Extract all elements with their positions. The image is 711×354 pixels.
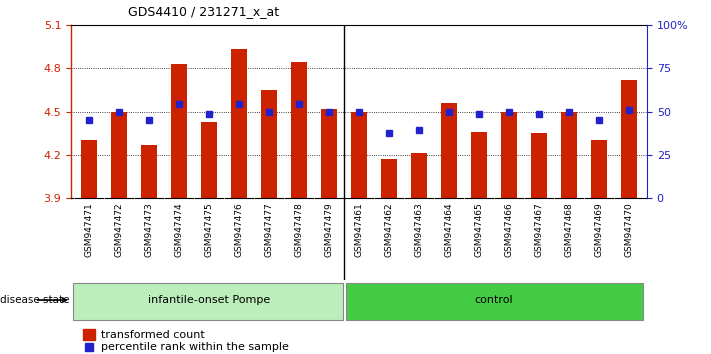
- Text: GSM947462: GSM947462: [385, 202, 394, 257]
- Text: GSM947472: GSM947472: [114, 202, 124, 257]
- Bar: [171, 64, 187, 198]
- Text: GSM947476: GSM947476: [235, 202, 244, 257]
- Text: infantile-onset Pompe: infantile-onset Pompe: [148, 295, 270, 305]
- Bar: [231, 49, 247, 198]
- Text: GSM947474: GSM947474: [175, 202, 183, 257]
- Bar: [351, 112, 368, 198]
- Text: disease state: disease state: [0, 295, 70, 305]
- Bar: [291, 62, 307, 198]
- FancyBboxPatch shape: [346, 282, 643, 320]
- Text: GSM947465: GSM947465: [474, 202, 483, 257]
- Bar: [261, 90, 277, 198]
- Text: GSM947471: GSM947471: [85, 202, 94, 257]
- Text: GSM947466: GSM947466: [505, 202, 513, 257]
- FancyBboxPatch shape: [73, 282, 343, 320]
- Text: GSM947463: GSM947463: [415, 202, 424, 257]
- Text: control: control: [475, 295, 513, 305]
- Text: GSM947470: GSM947470: [624, 202, 634, 257]
- Text: GSM947475: GSM947475: [205, 202, 213, 257]
- Text: GSM947473: GSM947473: [144, 202, 154, 257]
- Bar: [411, 153, 427, 198]
- Bar: [141, 145, 157, 198]
- Text: GSM947461: GSM947461: [355, 202, 363, 257]
- Text: GSM947477: GSM947477: [264, 202, 274, 257]
- Text: GDS4410 / 231271_x_at: GDS4410 / 231271_x_at: [128, 5, 279, 18]
- Bar: [82, 329, 95, 340]
- Bar: [561, 112, 577, 198]
- Text: GSM947467: GSM947467: [535, 202, 543, 257]
- Text: GSM947468: GSM947468: [565, 202, 574, 257]
- Text: transformed count: transformed count: [101, 330, 205, 340]
- Bar: [591, 141, 607, 198]
- Bar: [201, 122, 218, 198]
- Bar: [621, 80, 637, 198]
- Text: GSM947469: GSM947469: [594, 202, 604, 257]
- Bar: [81, 141, 97, 198]
- Text: GSM947479: GSM947479: [324, 202, 333, 257]
- Bar: [111, 112, 127, 198]
- Bar: [531, 133, 547, 198]
- Bar: [441, 103, 457, 198]
- Bar: [321, 109, 337, 198]
- Text: GSM947478: GSM947478: [294, 202, 304, 257]
- Text: GSM947464: GSM947464: [444, 202, 454, 257]
- Bar: [381, 159, 397, 198]
- Text: percentile rank within the sample: percentile rank within the sample: [101, 342, 289, 352]
- Bar: [501, 112, 518, 198]
- Bar: [471, 132, 487, 198]
